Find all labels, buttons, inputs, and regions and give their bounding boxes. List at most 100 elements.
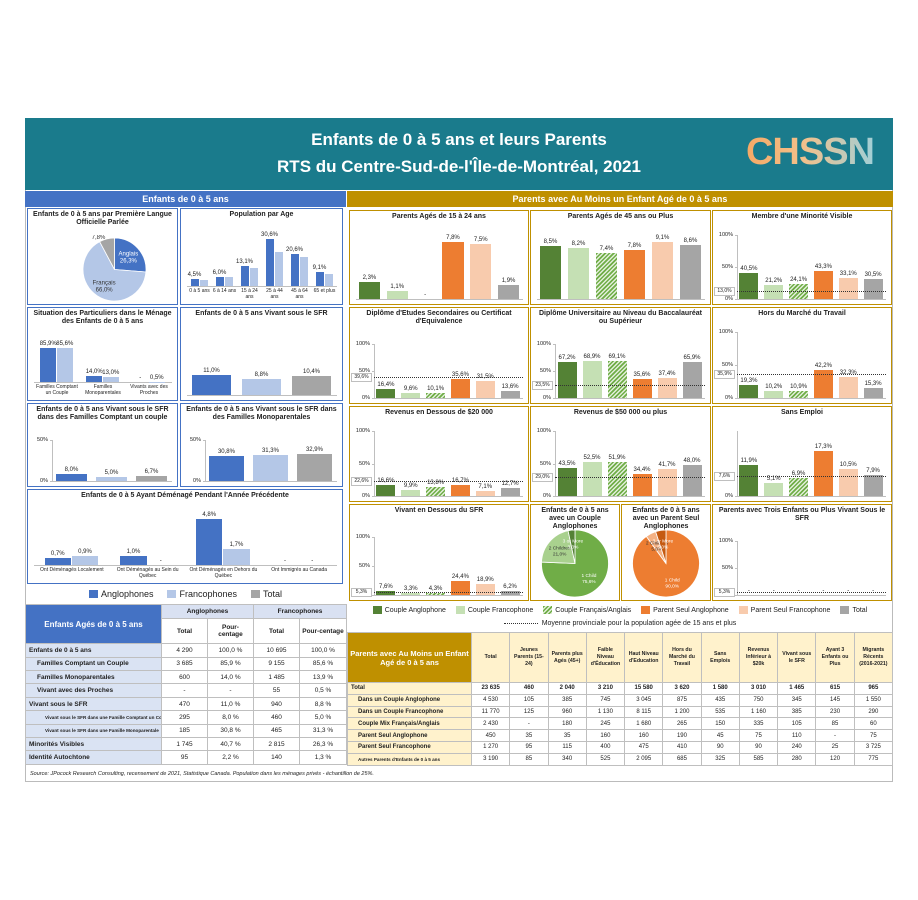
x-tick-label: 45 à 64 ans <box>291 288 308 300</box>
value-label: 68,9% <box>583 353 601 360</box>
slice-label: 3 or More <box>563 539 584 545</box>
table-cell: 3 190 <box>470 752 511 766</box>
bar <box>242 379 281 395</box>
value-label: 7,1% <box>478 484 493 491</box>
value-label: 31,3% <box>261 448 279 455</box>
pie-slice <box>655 529 667 564</box>
value-label: 5,0% <box>104 469 119 476</box>
bar <box>682 464 702 496</box>
bar <box>401 489 421 496</box>
legend-swatch <box>455 606 465 614</box>
bar <box>582 360 602 398</box>
table-cell: 1,3 % <box>298 750 348 765</box>
value-label: 7,8% <box>627 243 642 250</box>
value-label: 11,0% <box>203 368 220 375</box>
plot-area: 11,0% 8,8% 10,4% <box>181 322 342 400</box>
legend-label: Anglophones <box>100 589 154 599</box>
table-cell: Vivant sous le SFR dans une Famille Comp… <box>25 710 162 725</box>
bar <box>682 362 702 398</box>
bar <box>764 391 784 398</box>
table-cell: 4 530 <box>470 693 511 707</box>
table-cell: 325 <box>700 752 740 766</box>
value-label: 65,9% <box>683 355 701 362</box>
table-title: Parents avec Au Moins un Enfant Agé de 0… <box>347 632 472 683</box>
table-cell: 35 <box>547 729 587 742</box>
value-label: 1,1% <box>390 283 405 290</box>
table-cell: Enfants de 0 à 5 ans <box>25 643 162 658</box>
table-cell: 1 550 <box>853 693 894 707</box>
bar <box>657 377 677 398</box>
bar <box>739 465 759 496</box>
table-cell: 3 725 <box>853 740 894 754</box>
column-header: Ayant 3 Enfants ou Plus <box>815 632 855 683</box>
y-tick-label: 50% <box>358 563 370 569</box>
slice-value: 75,6% <box>582 579 596 585</box>
reference-line <box>374 591 523 593</box>
chart-title: Enfants de 0 à 5 ans par Première Langue… <box>33 211 172 226</box>
y-tick-label: 50% <box>539 368 551 374</box>
value-label: 2,3% <box>362 275 377 282</box>
legend-item: Couple Français/Anglais <box>543 606 631 614</box>
table-cell: 535 <box>700 705 740 719</box>
column-header: Parents plus Agés (45+) <box>547 632 587 683</box>
value-label: 41,7% <box>658 461 676 468</box>
value-label: 16,7% <box>451 478 469 485</box>
legend-swatch <box>372 606 382 614</box>
x-axis-line <box>737 299 886 300</box>
table-cell: 85,6 % <box>298 656 348 672</box>
value-label: - <box>847 588 850 594</box>
y-tick-label: 100% <box>718 232 733 238</box>
chart-title: Sans Emploi <box>780 409 823 416</box>
column-header: Vivant sous le SFR <box>777 632 817 683</box>
x-tick-label: Ont Déménagés au Sein du Québec <box>116 567 179 579</box>
x-axis-line <box>555 496 705 497</box>
x-tick-label: Vivants avec des Proches <box>130 384 168 396</box>
table-cell: 460 <box>253 710 300 725</box>
value-label: 8,8% <box>254 372 269 379</box>
value-label: 32,3% <box>839 369 857 376</box>
x-axis-line <box>34 382 172 383</box>
value-label: 15,3% <box>864 380 882 387</box>
table-cell: 290 <box>853 705 894 719</box>
section-header: Enfants de 0 à 5 ans <box>25 191 346 207</box>
value-label: 48,0% <box>683 457 701 464</box>
value-label: 34,4% <box>633 466 651 473</box>
reference-label: 7,6% <box>714 472 735 482</box>
y-tick <box>735 235 737 236</box>
table-cell: Minorités Visibles <box>25 737 162 752</box>
value-label: 16,4% <box>377 382 395 389</box>
chart-panel: Parents avec Trois Enfants ou Plus Vivan… <box>712 504 892 601</box>
table-cell: 14,0 % <box>207 670 254 685</box>
reference-line <box>555 385 705 387</box>
table-cell: 345 <box>777 693 817 707</box>
table-cell: 1 680 <box>624 717 664 731</box>
table-cell: 385 <box>777 705 817 719</box>
table-row: Dans un Couple Francophone 11 770 125 960 1 … <box>347 705 894 719</box>
y-tick-label: 100% <box>355 534 370 540</box>
x-axis-line <box>737 398 886 399</box>
value-label: 0,9% <box>78 549 92 556</box>
y-tick <box>50 440 52 441</box>
slice-value: 26,3% <box>120 259 138 265</box>
x-axis-line <box>737 595 886 596</box>
chart-title: Enfants de 0 à 5 ans Vivant sous le SFR <box>195 310 328 317</box>
bar <box>386 290 408 299</box>
legend-row: Moyenne provinciale pour la population a… <box>347 617 893 629</box>
table-cell: 185 <box>161 723 208 739</box>
value-label: - <box>872 588 875 594</box>
table-title: Enfants Agés de 0 à 5 ans <box>25 603 162 645</box>
table-cell: 145 <box>815 693 855 707</box>
bar <box>324 273 333 286</box>
y-axis-line <box>555 344 556 398</box>
table-cell: 1 485 <box>253 670 300 685</box>
value-label: 19,3% <box>740 378 758 385</box>
table-cell: 26,3 % <box>298 737 348 752</box>
pie-slice <box>114 237 147 273</box>
value-label: 12,7% <box>501 480 519 487</box>
legend-label: Total <box>263 589 283 599</box>
value-label: 9,1% <box>312 264 327 271</box>
value-label: 10,4% <box>302 369 320 376</box>
table-cell: 60 <box>853 717 894 731</box>
value-label: 3,3% <box>403 586 418 593</box>
value-label: 42,2% <box>814 363 832 370</box>
